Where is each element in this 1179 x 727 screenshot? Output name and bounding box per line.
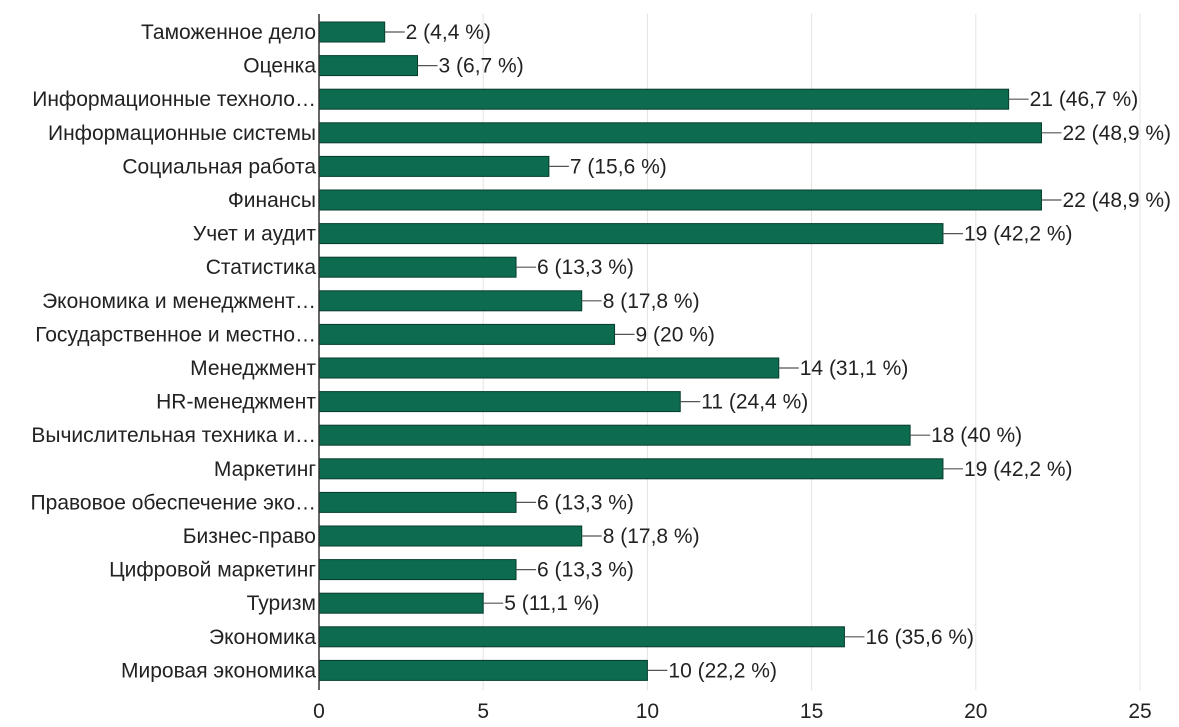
x-tick-label: 25 — [1128, 700, 1151, 723]
bar — [318, 256, 517, 278]
category-label: Вычислительная техника и… — [31, 424, 316, 447]
x-tick-label: 15 — [800, 700, 823, 723]
value-label: 19 (42,2 %) — [964, 458, 1073, 481]
bar — [318, 391, 681, 413]
bars — [318, 21, 1042, 681]
bar — [318, 189, 1042, 211]
bar — [318, 559, 517, 581]
category-label: Государственное и местно… — [35, 323, 316, 346]
value-label: 9 (20 %) — [636, 323, 715, 346]
category-label: Финансы — [228, 189, 316, 212]
bar — [318, 55, 419, 77]
value-label: 14 (31,1 %) — [800, 357, 909, 380]
value-label: 6 (13,3 %) — [537, 559, 634, 582]
category-label: Правовое обеспечение эко… — [31, 491, 316, 514]
value-label: 6 (13,3 %) — [537, 256, 634, 279]
category-label: Туризм — [247, 592, 316, 615]
x-tick-label: 0 — [313, 700, 325, 723]
category-label: Экономика — [209, 626, 316, 649]
category-label: Учет и аудит — [193, 223, 317, 246]
category-label: Маркетинг — [214, 458, 316, 481]
category-label: Информационные техноло… — [32, 88, 316, 111]
category-label: Оценка — [243, 55, 316, 78]
bar — [318, 290, 583, 312]
category-label: Информационные системы — [48, 122, 316, 145]
bar — [318, 323, 616, 345]
x-tick-label: 10 — [636, 700, 659, 723]
bar — [318, 659, 648, 681]
value-label: 5 (11,1 %) — [504, 592, 599, 615]
value-label: 2 (4,4 %) — [406, 21, 491, 44]
category-label: Статистика — [206, 256, 317, 279]
category-label: Бизнес-право — [183, 525, 316, 548]
bar — [318, 21, 386, 43]
value-label: 16 (35,6 %) — [865, 626, 974, 649]
value-label: 18 (40 %) — [931, 424, 1022, 447]
bar — [318, 592, 484, 614]
category-label: Мировая экономика — [121, 659, 316, 682]
value-label: 7 (15,6 %) — [570, 155, 667, 178]
bar — [318, 122, 1042, 144]
category-label: Цифровой маркетинг — [109, 559, 316, 582]
bar — [318, 491, 517, 513]
bar — [318, 357, 780, 379]
value-label: 3 (6,7 %) — [439, 55, 524, 78]
x-tick-label: 20 — [964, 700, 987, 723]
category-label: Экономика и менеджмент… — [42, 290, 316, 313]
gridlines — [482, 14, 1141, 690]
bar — [318, 424, 911, 446]
value-label: 8 (17,8 %) — [603, 290, 700, 313]
labels: 0 5 10 15 20 25 Таможенное дело 2 (4,4 %) Оценка… — [31, 21, 1171, 723]
value-label: 6 (13,3 %) — [537, 491, 634, 514]
x-tick-label: 5 — [477, 700, 489, 723]
category-label: Социальная работа — [122, 155, 316, 178]
bar — [318, 88, 1010, 110]
bar — [318, 525, 583, 547]
bar — [318, 155, 550, 177]
bar — [318, 223, 944, 245]
value-label: 19 (42,2 %) — [964, 223, 1073, 246]
value-label: 21 (46,7 %) — [1030, 88, 1139, 111]
value-label: 8 (17,8 %) — [603, 525, 700, 548]
bar — [318, 626, 845, 648]
category-label: HR-менеджмент — [156, 391, 316, 414]
bar — [318, 458, 944, 480]
category-label: Менеджмент — [190, 357, 316, 380]
value-label: 22 (48,9 %) — [1062, 189, 1171, 212]
category-label: Таможенное дело — [141, 21, 316, 44]
value-label: 22 (48,9 %) — [1062, 122, 1171, 145]
value-label: 11 (24,4 %) — [701, 391, 808, 414]
value-label: 10 (22,2 %) — [668, 659, 777, 682]
